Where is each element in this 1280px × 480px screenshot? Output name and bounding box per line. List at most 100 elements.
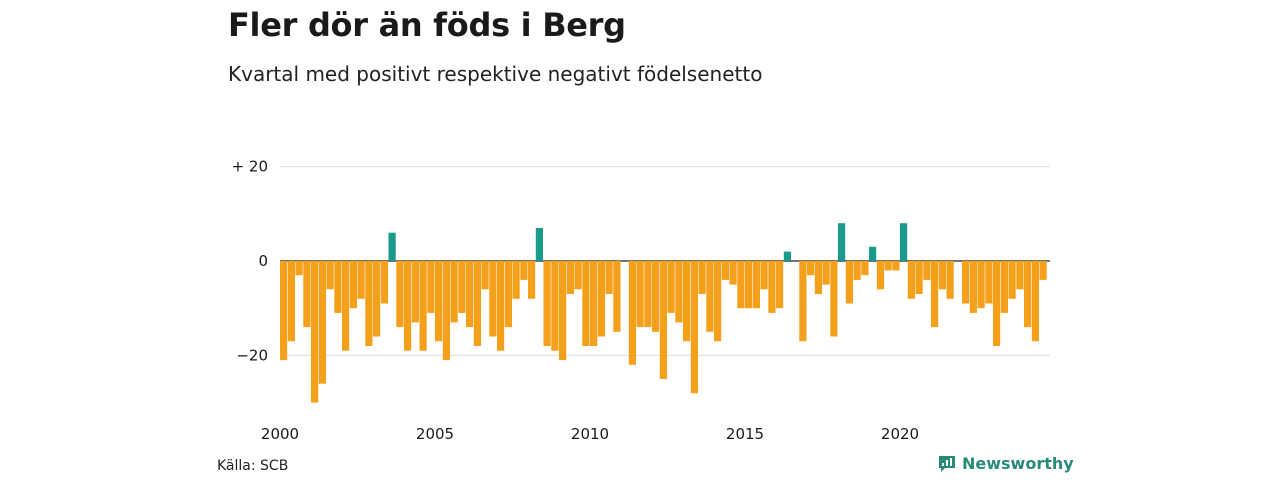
newsworthy-logo-icon: [939, 455, 955, 472]
bar: [590, 261, 598, 346]
bar: [892, 261, 900, 271]
bar: [690, 261, 698, 394]
bar: [427, 261, 435, 313]
bar: [962, 261, 970, 304]
bar: [1008, 261, 1016, 299]
bar: [489, 261, 497, 337]
bar: [574, 261, 582, 290]
bar: [559, 261, 567, 361]
bars: [280, 223, 1047, 403]
bar: [396, 261, 404, 328]
bar: [1016, 261, 1024, 290]
bar: [628, 261, 636, 365]
bar: [938, 261, 946, 290]
bar: [737, 261, 745, 309]
bar: [613, 261, 621, 332]
bar: [597, 261, 605, 337]
bar: [884, 261, 892, 271]
x-tick-label: 2010: [571, 425, 609, 443]
bar: [357, 261, 365, 299]
bar: [497, 261, 505, 351]
bar: [768, 261, 776, 313]
bar: [280, 261, 288, 361]
x-tick-label: 2020: [881, 425, 919, 443]
bar: [993, 261, 1001, 346]
bar: [287, 261, 295, 342]
bar: [473, 261, 481, 346]
bar: [1000, 261, 1008, 313]
y-tick-label: + 20: [232, 158, 268, 176]
bar: [466, 261, 474, 328]
bar: [404, 261, 412, 351]
bar: [605, 261, 613, 294]
bar: [326, 261, 334, 290]
bar: [582, 261, 590, 346]
bar-chart: + 20 0 −20 2000 2005 2010 2015 2020: [232, 158, 1050, 443]
bar: [706, 261, 714, 332]
bar: [318, 261, 326, 384]
x-axis-ticks: 2000 2005 2010 2015 2020: [261, 425, 919, 443]
x-tick-label: 2005: [416, 425, 454, 443]
bar: [869, 246, 877, 261]
bar: [822, 261, 830, 285]
bar: [1024, 261, 1032, 328]
bar: [946, 261, 954, 299]
bar: [814, 261, 822, 294]
bar: [342, 261, 350, 351]
source-note: Källa: SCB: [217, 458, 289, 474]
bar: [900, 223, 908, 261]
bar: [303, 261, 311, 328]
bar: [969, 261, 977, 313]
brand: Newsworthy: [938, 454, 1074, 473]
brand-name: Newsworthy: [962, 454, 1074, 473]
bar: [667, 261, 675, 313]
bar: [311, 261, 319, 403]
bar: [450, 261, 458, 323]
chart-title: Fler dör än föds i Berg: [228, 6, 626, 44]
y-tick-label: −20: [236, 346, 268, 364]
bar: [652, 261, 660, 332]
bar: [411, 261, 419, 323]
bar: [683, 261, 691, 342]
bar: [535, 228, 543, 261]
bar: [760, 261, 768, 290]
bar: [977, 261, 985, 309]
bar: [481, 261, 489, 290]
bar: [915, 261, 923, 294]
bar: [520, 261, 528, 280]
bar: [1031, 261, 1039, 342]
y-tick-label: 0: [258, 252, 268, 270]
bar: [295, 261, 303, 276]
bar: [807, 261, 815, 276]
x-tick-label: 2015: [726, 425, 764, 443]
bar: [721, 261, 729, 280]
bar: [931, 261, 939, 328]
bar: [923, 261, 931, 280]
bar: [373, 261, 381, 337]
bar: [528, 261, 536, 299]
bar: [876, 261, 884, 290]
bar: [551, 261, 559, 351]
bar: [566, 261, 574, 294]
bar: [783, 251, 791, 261]
bar: [838, 223, 846, 261]
bar: [334, 261, 342, 313]
x-tick-label: 2000: [261, 425, 299, 443]
bar: [419, 261, 427, 351]
bar: [861, 261, 869, 276]
bar: [698, 261, 706, 294]
bar: [985, 261, 993, 304]
bar: [752, 261, 760, 309]
y-axis-ticks: + 20 0 −20: [232, 158, 268, 365]
bar: [776, 261, 784, 309]
bar: [729, 261, 737, 285]
bar: [458, 261, 466, 313]
bar: [830, 261, 838, 337]
bar: [380, 261, 388, 304]
bar: [504, 261, 512, 328]
bar: [659, 261, 667, 379]
bar: [636, 261, 644, 328]
bar: [543, 261, 551, 346]
bar: [349, 261, 357, 309]
bar: [365, 261, 373, 346]
